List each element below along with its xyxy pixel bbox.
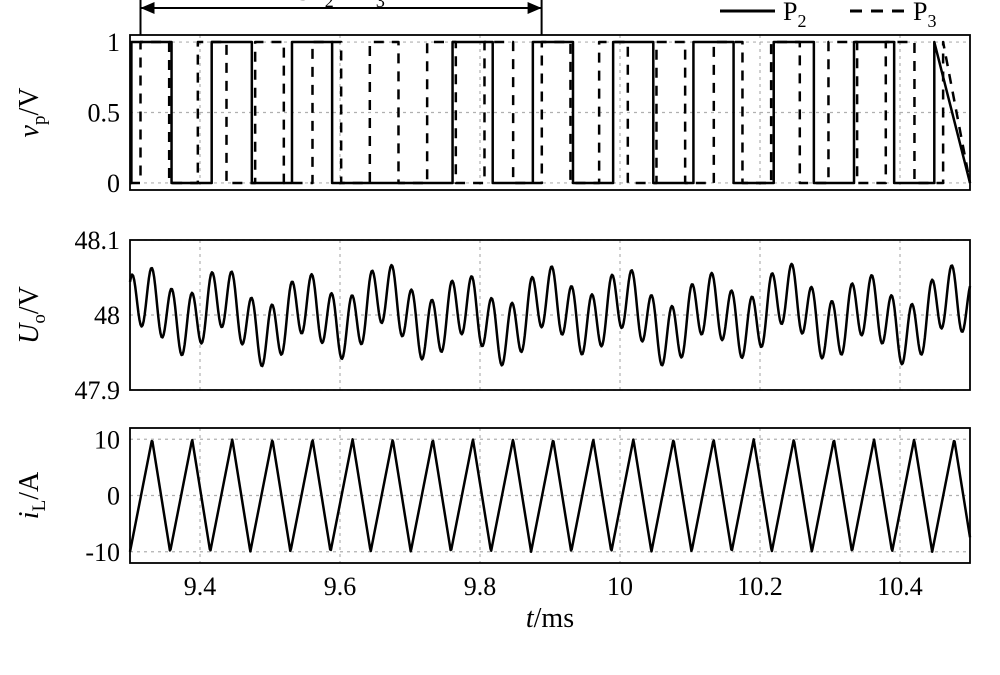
- chart-svg: 0 0.5 1 vp/V 47.9 48 48.1 Uo/V -10 0 10 iL/A 9.4 9.6 9…: [0, 0, 1000, 675]
- svg-text:48: 48: [94, 301, 120, 330]
- svg-text:9.6: 9.6: [324, 572, 357, 601]
- svg-text:48.1: 48.1: [75, 226, 121, 255]
- svg-text:P3: P3: [913, 0, 936, 31]
- svg-text:9.8: 9.8: [464, 572, 497, 601]
- svg-text:-10: -10: [85, 538, 120, 567]
- svg-text:10: 10: [607, 572, 633, 601]
- svg-text:47.9: 47.9: [75, 376, 121, 405]
- svg-text:0.5: 0.5: [88, 99, 121, 128]
- chart-figure: 0 0.5 1 vp/V 47.9 48 48.1 Uo/V -10 0 10 iL/A 9.4 9.6 9…: [0, 0, 1000, 675]
- svg-text:9.4: 9.4: [184, 572, 217, 601]
- svg-text:0: 0: [107, 482, 120, 511]
- svg-text:Uo/V: Uo/V: [14, 286, 50, 344]
- svg-text:0: 0: [107, 169, 120, 198]
- svg-text:10.2: 10.2: [737, 572, 783, 601]
- svg-text:vp/V: vp/V: [14, 88, 50, 138]
- svg-text:10.4: 10.4: [877, 572, 923, 601]
- svg-text:t/ms: t/ms: [526, 603, 574, 634]
- svg-text:iL/A: iL/A: [14, 471, 50, 519]
- svg-text:10: 10: [94, 425, 120, 454]
- svg-text:P2: P2: [783, 0, 806, 31]
- svg-text:5P2−7P3: 5P2−7P3: [297, 0, 385, 11]
- svg-text:1: 1: [107, 28, 120, 57]
